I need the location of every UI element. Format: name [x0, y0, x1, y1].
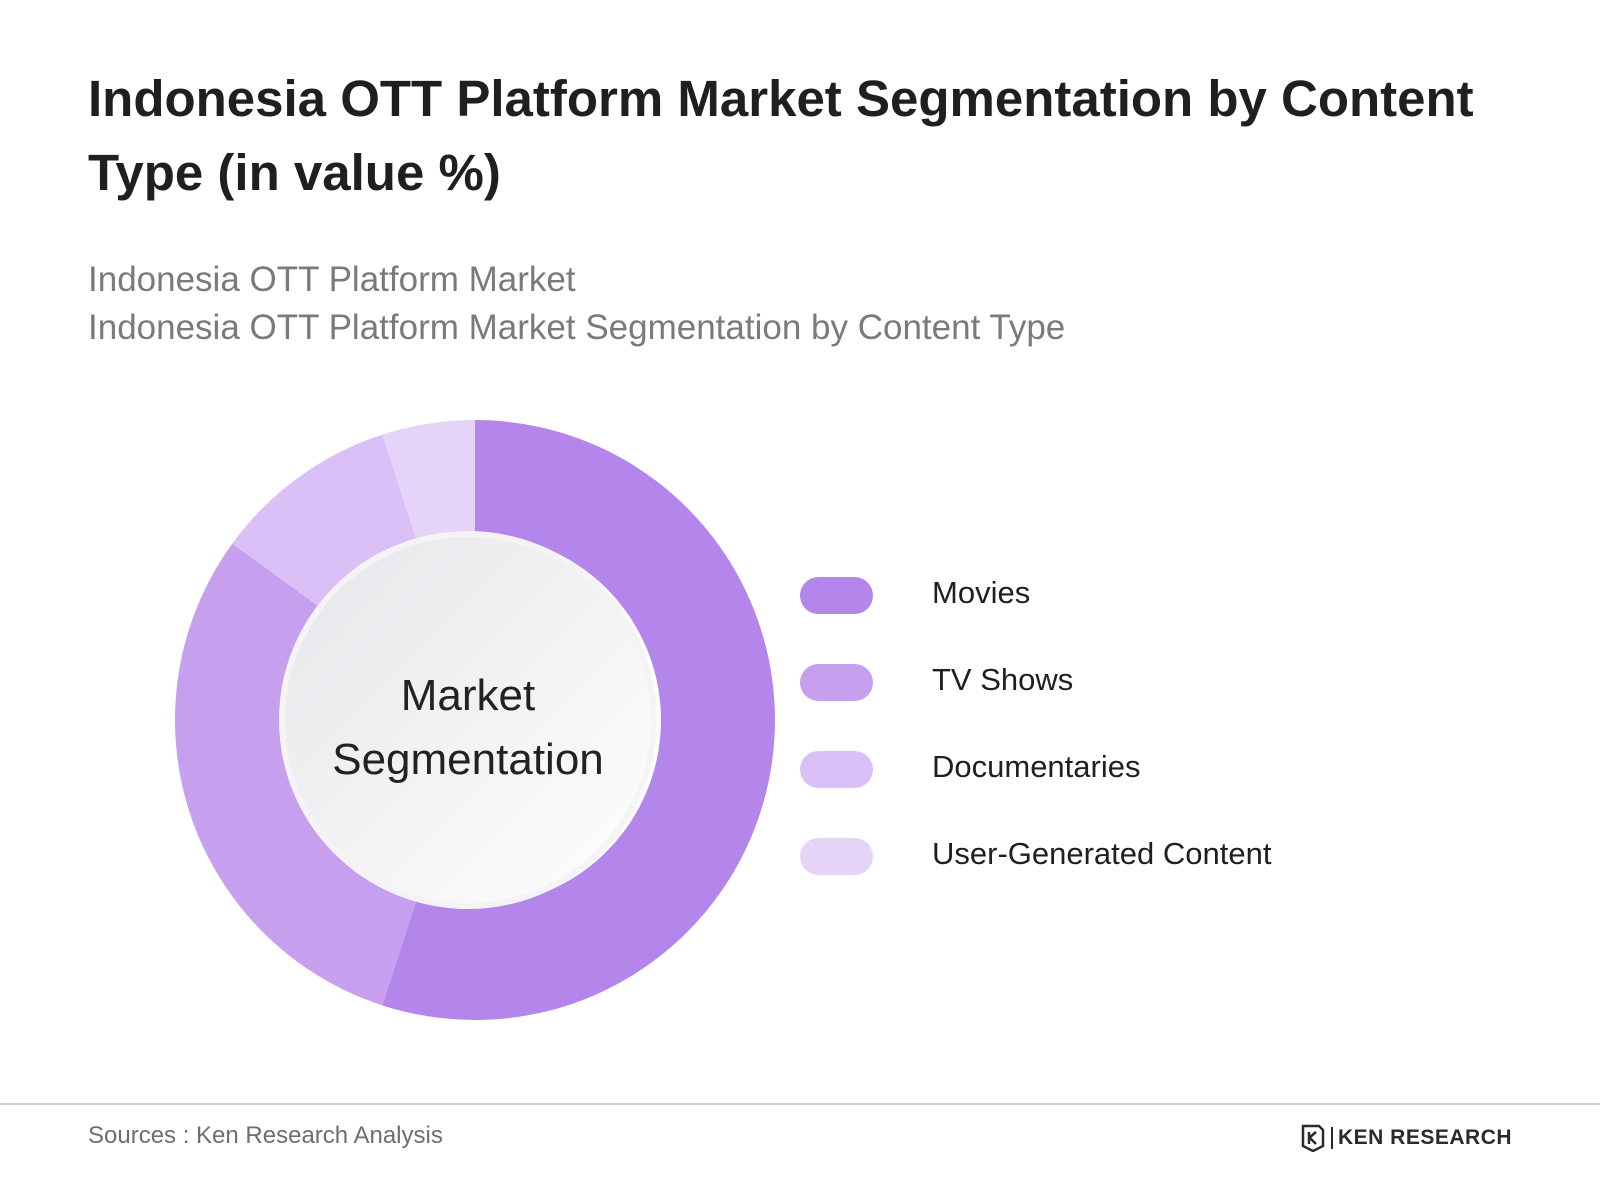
- sources-note: Sources : Ken Research Analysis: [88, 1122, 443, 1149]
- subtitle-line-1: Indonesia OTT Platform Market: [88, 260, 576, 299]
- chart-subtitle: Indonesia OTT Platform Market Indonesia …: [88, 256, 1388, 352]
- donut-center-label: Market Segmentation: [286, 664, 650, 792]
- brand-name: KEN RESEARCH: [1338, 1126, 1513, 1149]
- legend-swatch: [800, 577, 873, 614]
- center-label-line-2: Segmentation: [332, 735, 604, 784]
- donut-slice-user-generated-content: [382, 420, 475, 544]
- footer-divider: [0, 1103, 1600, 1105]
- legend-swatch: [800, 664, 873, 701]
- donut-slice-documentaries: [232, 434, 418, 611]
- donut-slice-movies: [382, 420, 775, 1020]
- legend-label: Documentaries: [932, 749, 1141, 784]
- chart-title: Indonesia OTT Platform Market Segmentati…: [88, 70, 1474, 201]
- brand-separator: [1331, 1127, 1333, 1149]
- donut-center: [279, 531, 657, 909]
- legend-label: TV Shows: [932, 662, 1074, 697]
- brand-logo: KEN RESEARCH: [1300, 1124, 1512, 1152]
- subtitle-line-2: Indonesia OTT Platform Market Segmentati…: [88, 308, 1066, 347]
- legend-label: Movies: [932, 575, 1031, 610]
- legend-swatch: [800, 751, 873, 788]
- legend-swatch: [800, 838, 873, 875]
- legend-label: User-Generated Content: [932, 836, 1272, 871]
- ken-research-logo-icon: [1301, 1124, 1325, 1152]
- center-label-line-1: Market: [400, 671, 536, 720]
